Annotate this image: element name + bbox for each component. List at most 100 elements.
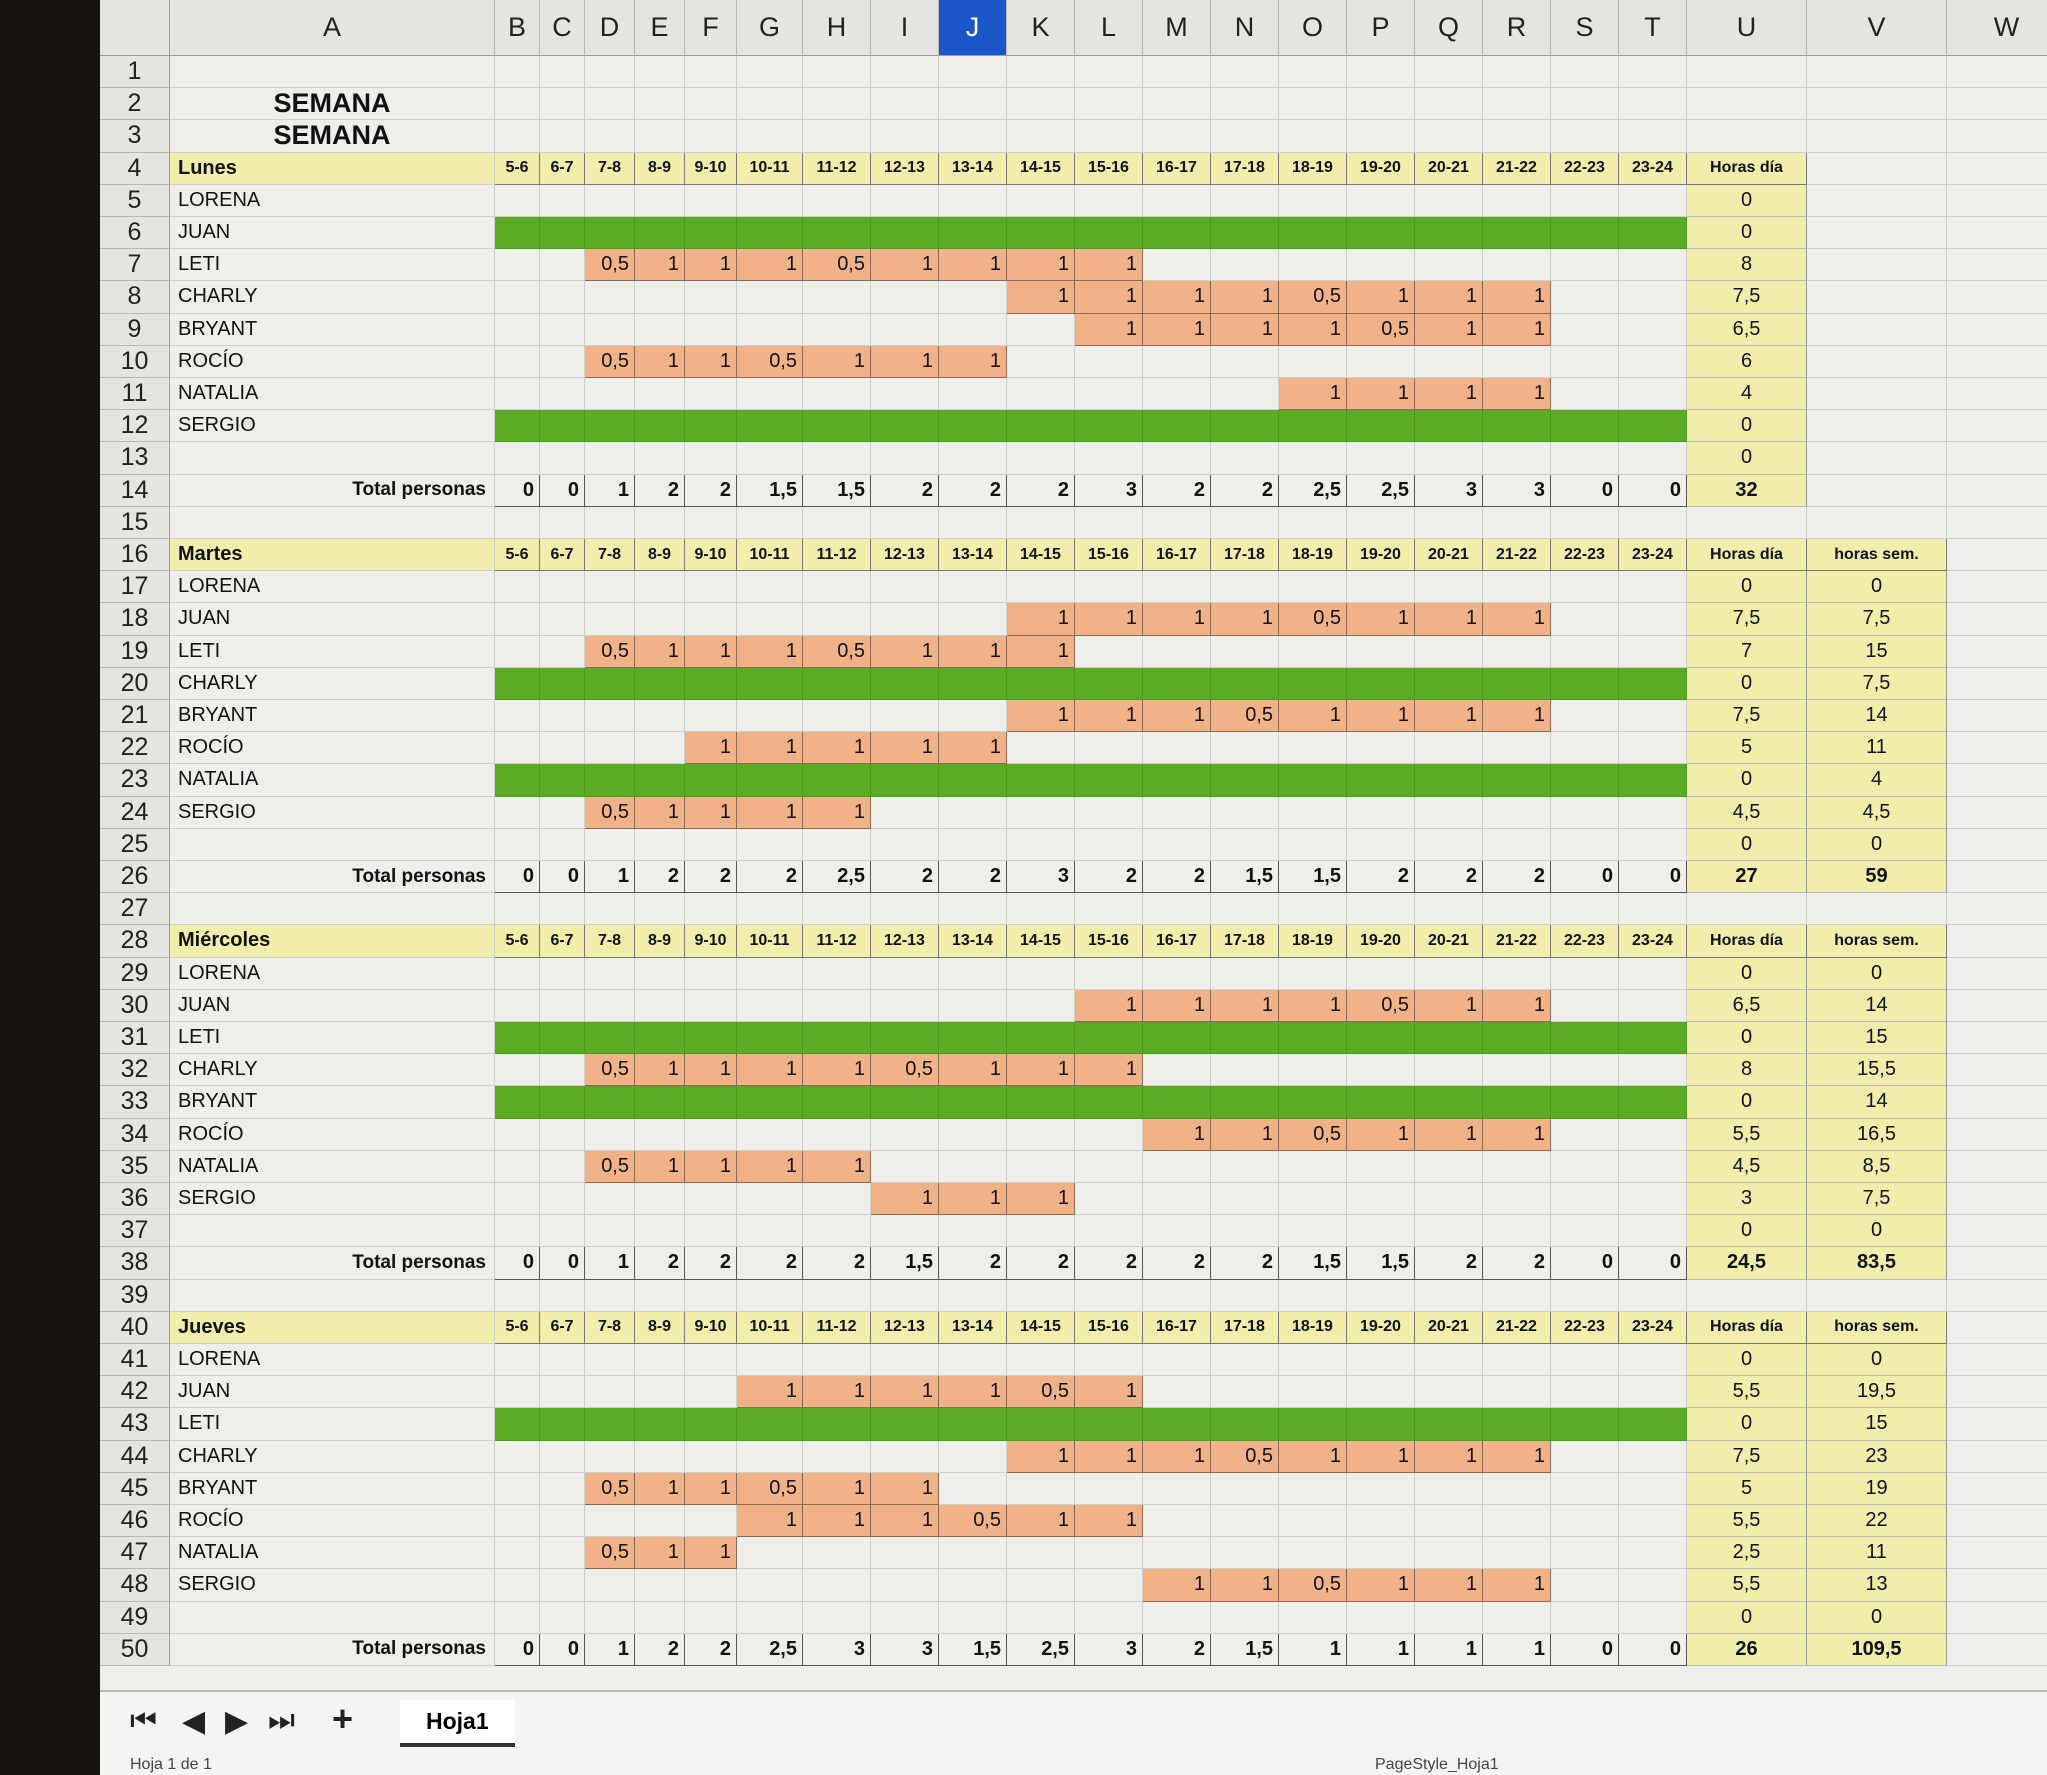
cell[interactable]: [1551, 893, 1619, 926]
cell[interactable]: [737, 957, 803, 990]
shift-cell[interactable]: 1: [1483, 989, 1551, 1022]
cell[interactable]: [495, 1537, 540, 1570]
cell[interactable]: [1211, 184, 1279, 217]
cell[interactable]: [540, 506, 585, 539]
cell[interactable]: [540, 1150, 585, 1183]
total-personas-value[interactable]: 2: [635, 474, 685, 507]
column-header-d[interactable]: D: [585, 0, 635, 56]
day-off-cell[interactable]: [1143, 1022, 1211, 1055]
cell[interactable]: [540, 1215, 585, 1248]
hour-header[interactable]: 14-15: [1007, 1311, 1075, 1344]
column-header-p[interactable]: P: [1347, 0, 1415, 56]
cell[interactable]: [1211, 1215, 1279, 1248]
total-personas-value[interactable]: 2: [685, 861, 737, 894]
day-off-cell[interactable]: [635, 764, 685, 797]
cell[interactable]: [803, 56, 871, 89]
cell[interactable]: [1007, 571, 1075, 604]
cell[interactable]: [685, 313, 737, 346]
cell[interactable]: [1947, 1376, 2047, 1409]
cell[interactable]: [1619, 635, 1687, 668]
total-personas-value[interactable]: 1,5: [939, 1633, 1007, 1666]
shift-cell[interactable]: 1: [635, 635, 685, 668]
shift-cell[interactable]: 1: [1075, 1054, 1143, 1087]
hour-header[interactable]: 19-20: [1347, 925, 1415, 958]
cell[interactable]: [1619, 1505, 1687, 1538]
cell[interactable]: [685, 700, 737, 733]
day-off-cell[interactable]: [1075, 764, 1143, 797]
cell[interactable]: [803, 1215, 871, 1248]
cell[interactable]: [1279, 1279, 1347, 1312]
cell[interactable]: [803, 700, 871, 733]
total-personas-value[interactable]: 2: [803, 1247, 871, 1280]
shift-cell[interactable]: 1: [1347, 1569, 1415, 1602]
total-personas-value[interactable]: 2: [1211, 474, 1279, 507]
cell[interactable]: [495, 56, 540, 89]
horas-sem-value[interactable]: 19: [1807, 1472, 1947, 1505]
cell[interactable]: [1075, 184, 1143, 217]
cell[interactable]: [1483, 1376, 1551, 1409]
cell[interactable]: [939, 281, 1007, 314]
cell[interactable]: [1619, 1054, 1687, 1087]
cell[interactable]: [1211, 1344, 1279, 1377]
shift-cell[interactable]: 1: [1143, 700, 1211, 733]
shift-cell[interactable]: 1: [1075, 249, 1143, 282]
column-header-a[interactable]: A: [170, 0, 495, 56]
cell[interactable]: [1143, 506, 1211, 539]
total-personas-value[interactable]: 0: [495, 861, 540, 894]
cell[interactable]: [1347, 249, 1415, 282]
cell[interactable]: [1211, 796, 1279, 829]
day-off-cell[interactable]: [1483, 1086, 1551, 1119]
cell[interactable]: [1347, 957, 1415, 990]
shift-cell[interactable]: 1: [1347, 1440, 1415, 1473]
shift-cell[interactable]: 1: [871, 1472, 939, 1505]
cell[interactable]: [1347, 1505, 1415, 1538]
column-header-s[interactable]: S: [1551, 0, 1619, 56]
cell[interactable]: [540, 120, 585, 153]
cell[interactable]: [585, 700, 635, 733]
cell[interactable]: [1143, 1505, 1211, 1538]
cell[interactable]: [1551, 1118, 1619, 1151]
shift-cell[interactable]: 1: [1279, 1440, 1347, 1473]
cell[interactable]: [1075, 893, 1143, 926]
hour-header[interactable]: 10-11: [737, 152, 803, 185]
cell[interactable]: [1551, 957, 1619, 990]
column-header-r[interactable]: R: [1483, 0, 1551, 56]
cell[interactable]: [1551, 603, 1619, 636]
day-off-cell[interactable]: [1279, 217, 1347, 250]
shift-cell[interactable]: 1: [1143, 313, 1211, 346]
total-personas-value[interactable]: 1: [585, 474, 635, 507]
shift-cell[interactable]: 1: [685, 1537, 737, 1570]
person-name[interactable]: LORENA: [170, 184, 495, 217]
row-header-24[interactable]: 24: [100, 796, 170, 829]
day-off-cell[interactable]: [1415, 667, 1483, 700]
horas-sem-value[interactable]: 14: [1807, 1086, 1947, 1119]
cell[interactable]: [540, 1440, 585, 1473]
person-name[interactable]: LETI: [170, 635, 495, 668]
day-off-cell[interactable]: [1415, 764, 1483, 797]
day-off-cell[interactable]: [803, 217, 871, 250]
total-personas-value[interactable]: 2: [635, 861, 685, 894]
cell[interactable]: [737, 1344, 803, 1377]
day-off-cell[interactable]: [1415, 1022, 1483, 1055]
cell[interactable]: [1347, 1183, 1415, 1216]
cell[interactable]: [685, 1183, 737, 1216]
cell[interactable]: [1551, 1601, 1619, 1634]
horas-dia-value[interactable]: 6,5: [1687, 313, 1807, 346]
cell[interactable]: [1947, 1119, 2047, 1151]
row-header-21[interactable]: 21: [100, 700, 170, 733]
row-header-39[interactable]: 39: [100, 1279, 170, 1312]
cell[interactable]: [495, 732, 540, 765]
horas-dia-value[interactable]: 0: [1687, 1344, 1807, 1377]
day-off-cell[interactable]: [1279, 1086, 1347, 1119]
total-personas-value[interactable]: 2: [1143, 1633, 1211, 1666]
row-header-17[interactable]: 17: [100, 571, 170, 604]
person-name[interactable]: CHARLY: [170, 1054, 495, 1087]
total-personas-value[interactable]: 2: [1007, 1247, 1075, 1280]
cell[interactable]: [1415, 1505, 1483, 1538]
cell[interactable]: [1143, 1279, 1211, 1312]
day-off-cell[interactable]: [635, 667, 685, 700]
cell[interactable]: [1483, 1054, 1551, 1087]
shift-cell[interactable]: 1: [685, 1054, 737, 1087]
shift-cell[interactable]: 0,5: [585, 1054, 635, 1087]
cell[interactable]: [1279, 1376, 1347, 1409]
